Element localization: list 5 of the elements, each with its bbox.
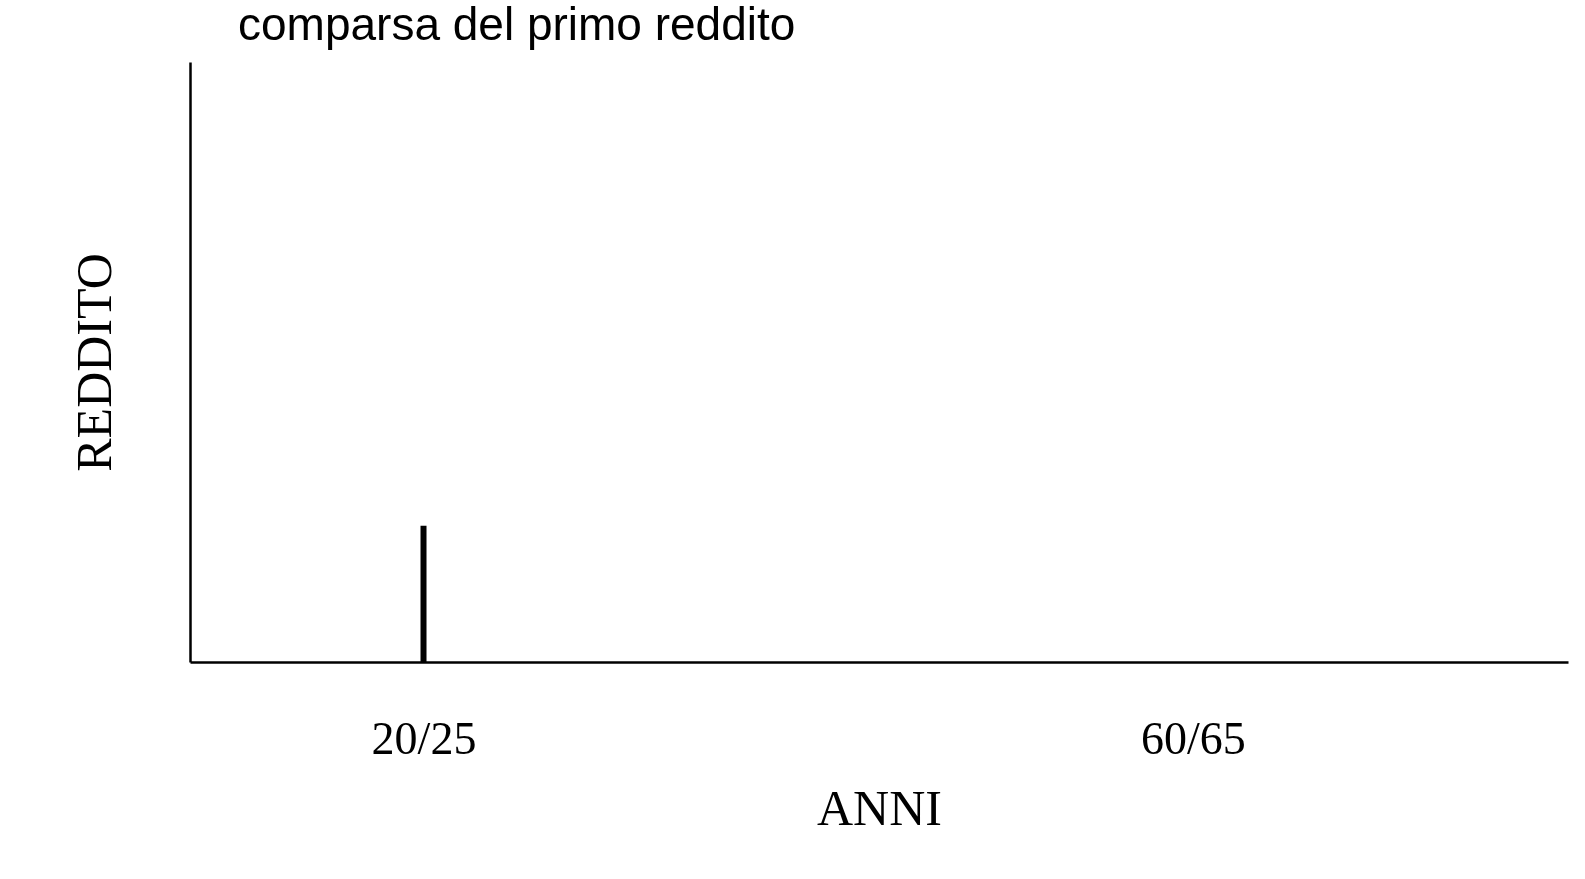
x-tick-label: 60/65 xyxy=(1141,712,1246,764)
x-axis-title: ANNI xyxy=(817,779,942,836)
x-tick-label: 20/25 xyxy=(371,712,477,764)
chart-title: comparsa del primo reddito xyxy=(238,0,796,50)
y-axis-title: REDDITO xyxy=(65,253,122,472)
